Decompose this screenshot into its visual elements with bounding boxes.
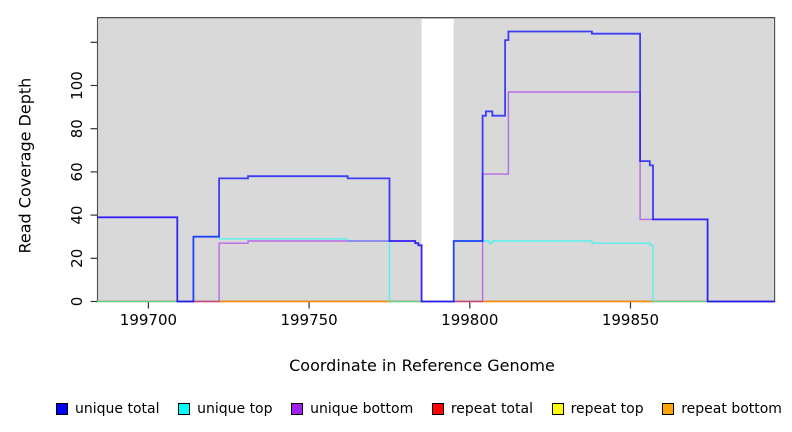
series-line-unique-total (97, 30, 776, 303)
legend-item-unique-top: unique top (178, 401, 273, 417)
legend-label-unique-bottom: unique bottom (310, 401, 414, 417)
legend-item-repeat-top: repeat top (551, 401, 644, 417)
legend-swatch-unique-bottom (291, 403, 304, 415)
legend-item-repeat-total: repeat total (431, 401, 533, 417)
legend-label-unique-total: unique total (75, 401, 160, 417)
x-axis-title-text: Coordinate in Reference Genome (289, 356, 555, 375)
no-data-gap-band (421, 19, 454, 309)
y-axis-title-text: Read Coverage Depth (15, 77, 35, 254)
x-tick-label: 199750 (280, 311, 337, 329)
y-tick-label: 80 (68, 119, 86, 138)
legend-label-unique-top: unique top (197, 401, 273, 417)
legend: unique total unique top unique bottom repea… (56, 399, 782, 419)
y-tick-label: 100 (68, 71, 86, 100)
y-tick-label: 0 (68, 297, 86, 307)
legend-swatch-repeat-total (431, 403, 444, 415)
x-tick-label: 199700 (120, 311, 177, 329)
legend-label-repeat-bottom: repeat bottom (681, 401, 782, 417)
legend-swatch-repeat-top (551, 403, 564, 415)
legend-item-repeat-bottom: repeat bottom (662, 401, 782, 417)
legend-item-unique-bottom: unique bottom (291, 401, 413, 417)
x-tick-label: 199800 (441, 311, 498, 329)
x-axis-title: Coordinate in Reference Genome (0, 356, 792, 375)
legend-item-unique-total: unique total (56, 401, 159, 417)
legend-swatch-repeat-bottom (662, 403, 675, 415)
legend-swatch-unique-top (178, 403, 191, 415)
y-tick-label: 20 (68, 249, 86, 268)
y-tick-label: 40 (68, 206, 86, 225)
legend-swatch-unique-total (56, 403, 68, 415)
legend-label-repeat-total: repeat total (450, 401, 533, 417)
y-tick-label: 60 (68, 162, 86, 181)
legend-label-repeat-top: repeat top (570, 401, 644, 417)
x-tick-label: 199850 (602, 311, 659, 329)
y-axis-title: Read Coverage Depth (16, 78, 35, 254)
